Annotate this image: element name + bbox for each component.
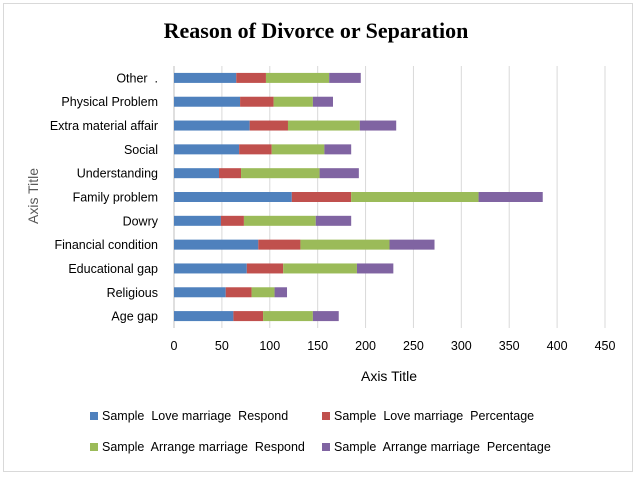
bar-segment bbox=[239, 144, 272, 155]
legend-swatch bbox=[90, 443, 98, 451]
bars bbox=[174, 72, 543, 322]
legend: Sample Love marriage Respond Sample Love … bbox=[90, 409, 551, 454]
bar-segment bbox=[300, 239, 390, 250]
bar-segment bbox=[240, 96, 274, 107]
bar-segment bbox=[351, 192, 479, 202]
bar-segment bbox=[478, 192, 543, 202]
bar-segment bbox=[174, 120, 250, 131]
bar-segment bbox=[319, 168, 359, 179]
bar-segment bbox=[312, 311, 339, 322]
bar-segment bbox=[174, 192, 292, 202]
bar-segment bbox=[249, 120, 288, 131]
bar-segment bbox=[241, 168, 320, 179]
bar-segment bbox=[174, 239, 259, 250]
legend-label: Sample Arrange marriage Respond bbox=[102, 440, 305, 454]
category-labels: Age gap Religious Educational gap Financial… bbox=[50, 71, 159, 323]
legend-swatch bbox=[322, 412, 330, 420]
bar-segment bbox=[246, 263, 284, 274]
bar-segment bbox=[236, 72, 266, 83]
bar-segment bbox=[251, 287, 275, 298]
bar-segment bbox=[283, 263, 357, 274]
bar-segment bbox=[273, 96, 313, 107]
bar-segment bbox=[258, 239, 301, 250]
category-label: Understanding bbox=[77, 167, 158, 181]
category-label: Educational gap bbox=[68, 262, 158, 276]
x-tick-label: 350 bbox=[499, 339, 520, 353]
x-tick-label: 0 bbox=[171, 339, 178, 353]
x-tick-label: 400 bbox=[547, 339, 568, 353]
x-tick-labels: 0 50 100 150 200 250 300 350 400 450 bbox=[171, 339, 616, 353]
x-tick-label: 450 bbox=[595, 339, 616, 353]
legend-swatch bbox=[90, 412, 98, 420]
x-tick-label: 100 bbox=[259, 339, 280, 353]
bar-segment bbox=[389, 239, 435, 250]
bar-segment bbox=[174, 168, 220, 179]
bar-segment bbox=[356, 263, 394, 274]
grid-lines bbox=[173, 66, 606, 328]
category-label: Physical Problem bbox=[61, 95, 158, 109]
bar-segment bbox=[174, 144, 240, 155]
category-label: Age gap bbox=[111, 310, 158, 324]
legend-label: Sample Love marriage Percentage bbox=[334, 409, 534, 423]
bar-segment bbox=[287, 120, 360, 131]
legend-swatch bbox=[322, 443, 330, 451]
chart-title: Reason of Divorce or Separation bbox=[164, 18, 469, 43]
x-tick-label: 50 bbox=[215, 339, 229, 353]
bar-segment bbox=[174, 263, 247, 274]
bar-segment bbox=[225, 287, 252, 298]
bar-segment bbox=[265, 72, 330, 83]
bar-segment bbox=[263, 311, 313, 322]
bar-segment bbox=[174, 215, 221, 226]
bar-segment bbox=[312, 96, 333, 107]
category-label: Extra material affair bbox=[50, 119, 158, 133]
bar-segment bbox=[174, 96, 241, 107]
category-label: Religious bbox=[107, 286, 158, 300]
category-label: Social bbox=[124, 143, 158, 157]
category-label: Family problem bbox=[73, 191, 158, 205]
bar-segment bbox=[174, 311, 234, 322]
category-label: Other . bbox=[116, 71, 158, 85]
x-tick-label: 250 bbox=[403, 339, 424, 353]
x-axis-title: Axis Title bbox=[361, 368, 417, 384]
x-tick-label: 150 bbox=[307, 339, 328, 353]
bar-segment bbox=[243, 215, 316, 226]
bar-segment bbox=[220, 215, 244, 226]
bar-segment bbox=[324, 144, 352, 155]
legend-label: Sample Arrange marriage Percentage bbox=[334, 440, 551, 454]
bar-segment bbox=[233, 311, 264, 322]
x-tick-label: 200 bbox=[355, 339, 376, 353]
legend-label: Sample Love marriage Respond bbox=[102, 409, 288, 423]
bar-segment bbox=[219, 168, 242, 179]
bar-segment bbox=[271, 144, 325, 155]
y-axis-title: Axis Title bbox=[25, 168, 41, 224]
bar-segment bbox=[329, 72, 361, 83]
bar-segment bbox=[174, 72, 237, 83]
bar-segment bbox=[359, 120, 397, 131]
category-label: Dowry bbox=[123, 214, 159, 228]
bar-segment bbox=[174, 287, 226, 298]
bar-segment bbox=[315, 215, 352, 226]
x-tick-label: 300 bbox=[451, 339, 472, 353]
bar-segment bbox=[274, 287, 288, 298]
category-label: Financial condition bbox=[54, 238, 158, 252]
bar-segment bbox=[291, 192, 352, 202]
